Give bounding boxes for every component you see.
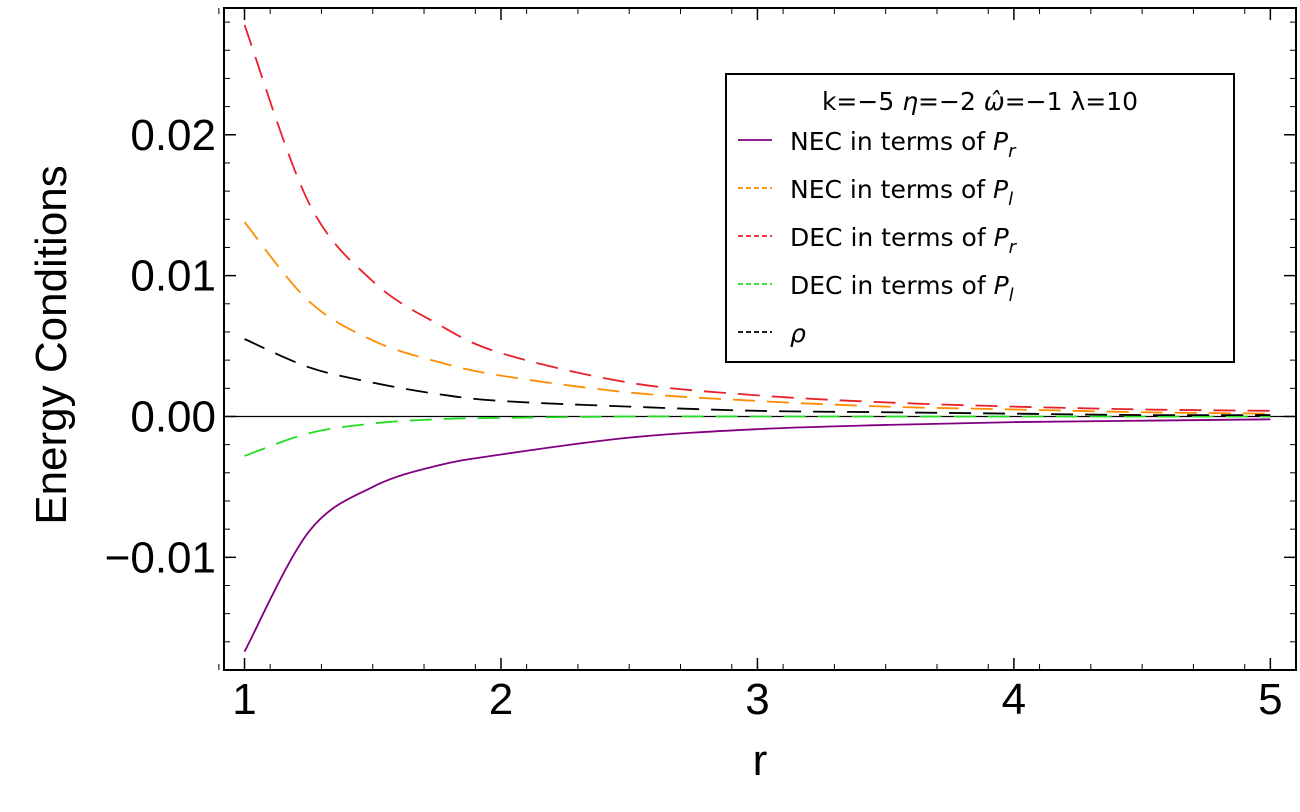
legend-entry-1: NEC in terms of Pl [790, 175, 1013, 210]
legend-title: k=−5 η=−2 ω̂=−1 λ=10 [822, 87, 1138, 116]
x-tick-label: 4 [1002, 675, 1026, 724]
y-tick-label: 0.00 [130, 392, 216, 441]
legend-entry-2: DEC in terms of Pr [790, 223, 1018, 258]
x-tick-label: 2 [489, 675, 513, 724]
x-tick-label: 1 [232, 675, 256, 724]
legend-entry-3: DEC in terms of Pl [790, 271, 1014, 306]
x-axis-label: r [753, 736, 768, 785]
y-tick-label: 0.01 [130, 252, 216, 301]
y-axis-label: Energy Conditions [27, 165, 76, 525]
plot-area: 1 2 3 4 5 −0.01 0.00 0.01 0.02 [105, 7, 1297, 724]
plot-frame [223, 7, 1297, 671]
x-tick-label: 3 [745, 675, 769, 724]
legend: k=−5 η=−2 ω̂=−1 λ=10 NEC in terms of Pr NE… [725, 73, 1235, 363]
series-line-3 [244, 415, 1271, 457]
y-tick-label: 0.02 [130, 111, 216, 160]
y-tick-label: −0.01 [105, 533, 216, 582]
series-line-0 [243, 418, 1271, 653]
legend-entry-4: ρ [790, 319, 806, 348]
series-line-4 [244, 338, 1271, 417]
series-line-1 [243, 221, 1271, 415]
series-line-2 [243, 24, 1271, 412]
x-tick-label: 5 [1258, 675, 1282, 724]
legend-box [725, 73, 1235, 363]
legend-entry-0: NEC in terms of Pr [790, 127, 1017, 162]
